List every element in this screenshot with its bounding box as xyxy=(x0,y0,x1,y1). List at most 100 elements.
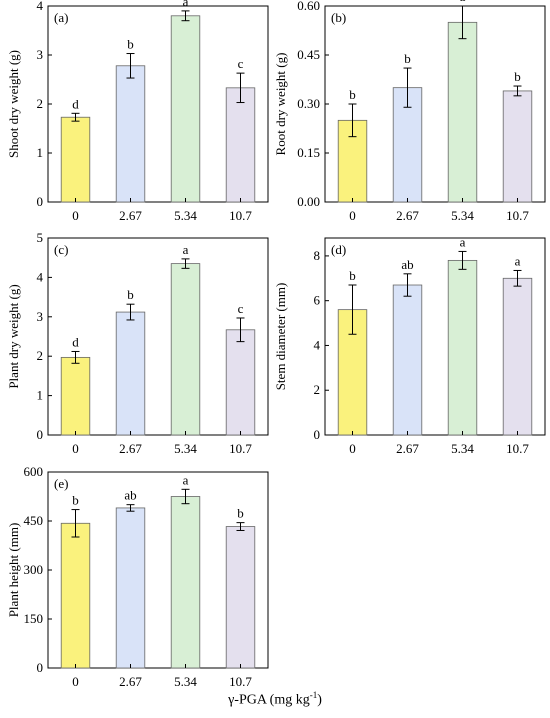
x-tick-label: 5.34 xyxy=(451,441,474,456)
x-tick-label: 5.34 xyxy=(174,208,197,223)
x-tick-label: 10.7 xyxy=(506,441,529,456)
bar xyxy=(447,21,478,203)
significance-letter: b xyxy=(404,51,411,66)
chart-panel-2: 0.00 0.15 0.30 0.45 0.60 Root dry weight (g) (… xyxy=(273,0,546,223)
bar xyxy=(170,15,201,203)
x-axis-label-prefix: γ-PGA (mg kg xyxy=(228,692,310,708)
y-tick-label: 0.60 xyxy=(297,0,320,13)
bar xyxy=(115,507,146,669)
x-tick-label: 10.7 xyxy=(229,208,252,223)
x-tick-label: 10.7 xyxy=(506,208,529,223)
significance-letter: d xyxy=(72,334,79,349)
x-tick-label: 2.67 xyxy=(396,208,419,223)
y-tick-label: 600 xyxy=(24,464,44,479)
x-tick-label: 5.34 xyxy=(451,208,474,223)
significance-letter: a xyxy=(183,472,189,487)
y-axis-label: Shoot dry weight (g) xyxy=(6,50,21,158)
significance-letter: a xyxy=(460,234,466,249)
y-tick-label: 0.00 xyxy=(297,194,320,209)
y-tick-label: 3 xyxy=(37,47,44,62)
y-tick-label: 2 xyxy=(37,348,44,363)
y-tick-label: 300 xyxy=(24,562,44,577)
shared-x-axis-label: γ-PGA (mg kg-1) xyxy=(0,690,550,709)
bar xyxy=(502,90,533,203)
y-tick-label: 1 xyxy=(37,145,44,160)
x-axis-label-superscript: -1 xyxy=(309,690,318,700)
x-axis-label-suffix: ) xyxy=(317,692,322,708)
significance-letter: b xyxy=(127,287,134,302)
y-tick-label: 2 xyxy=(314,382,321,397)
significance-letter: b xyxy=(349,87,356,102)
panel-letter: (b) xyxy=(331,10,346,25)
significance-letter: a xyxy=(183,0,189,9)
y-axis-label: Stem diameter (mm) xyxy=(273,283,288,391)
significance-letter: d xyxy=(72,96,79,111)
x-tick-label: 0 xyxy=(72,441,79,456)
significance-letter: ab xyxy=(401,257,413,272)
bar xyxy=(392,284,423,436)
x-tick-label: 0 xyxy=(349,208,356,223)
y-tick-label: 0.45 xyxy=(297,47,320,62)
panel-letter: (d) xyxy=(331,242,346,257)
x-tick-label: 2.67 xyxy=(119,441,142,456)
x-tick-label: 0 xyxy=(72,674,79,689)
x-tick-label: 2.67 xyxy=(396,441,419,456)
significance-letter: c xyxy=(238,56,244,71)
y-tick-label: 4 xyxy=(37,0,44,13)
bar xyxy=(170,263,201,436)
y-tick-label: 0.15 xyxy=(297,145,320,160)
y-tick-label: 2 xyxy=(37,96,44,111)
significance-letter: b xyxy=(349,268,356,283)
y-tick-label: 0.30 xyxy=(297,96,320,111)
panel-letter: (c) xyxy=(54,242,68,257)
x-tick-label: 5.34 xyxy=(174,441,197,456)
y-axis-label: Root dry weight (g) xyxy=(273,53,288,156)
panel-letter: (e) xyxy=(54,476,68,491)
significance-letter: a xyxy=(183,242,189,257)
significance-letter: b xyxy=(72,493,79,508)
y-tick-label: 1 xyxy=(37,388,44,403)
chart-panel-1: 0 1 2 3 4 Shoot dry weight (g) (a) d 0 b 2.67 a 5.34… xyxy=(6,0,269,223)
bar xyxy=(225,329,256,436)
bar xyxy=(60,116,91,203)
bar xyxy=(60,522,91,669)
chart-panel-3: 0 1 2 3 4 5 Plant dry weight (g) (c) d 0 b 2.67 a 5.3… xyxy=(6,230,269,456)
significance-letter: b xyxy=(237,506,244,521)
y-tick-label: 4 xyxy=(314,337,321,352)
x-tick-label: 5.34 xyxy=(174,674,197,689)
y-tick-label: 5 xyxy=(37,230,44,245)
bar xyxy=(225,87,256,203)
bar xyxy=(115,65,146,203)
bar xyxy=(447,259,478,436)
plot-frame xyxy=(47,237,269,436)
y-tick-label: 0 xyxy=(37,660,44,675)
x-tick-label: 2.67 xyxy=(119,674,142,689)
y-tick-label: 450 xyxy=(24,513,44,528)
bar xyxy=(60,356,91,436)
y-tick-label: 8 xyxy=(314,248,321,263)
chart-panel-4: 0 2 4 6 8 Stem diameter (mm) (d)b 0 ab 2.67 a 5.34 a… xyxy=(273,234,546,456)
y-tick-label: 3 xyxy=(37,309,44,324)
significance-letter: c xyxy=(238,301,244,316)
bar xyxy=(502,277,533,436)
plot-frame xyxy=(324,237,546,436)
significance-letter: a xyxy=(515,253,521,268)
y-tick-label: 150 xyxy=(24,611,44,626)
significance-letter: ab xyxy=(124,488,136,503)
y-tick-label: 0 xyxy=(314,427,321,442)
y-tick-label: 0 xyxy=(37,194,44,209)
panel-letter: (a) xyxy=(54,10,68,25)
bar xyxy=(115,311,146,436)
bar xyxy=(170,496,201,669)
y-tick-label: 6 xyxy=(314,293,321,308)
x-tick-label: 10.7 xyxy=(229,674,252,689)
bar xyxy=(225,526,256,669)
x-tick-label: 2.67 xyxy=(119,208,142,223)
y-axis-label: Plant dry weight (g) xyxy=(6,284,21,388)
significance-letter: b xyxy=(514,69,521,84)
significance-letter: b xyxy=(127,37,134,52)
x-tick-label: 0 xyxy=(72,208,79,223)
x-tick-label: 0 xyxy=(349,441,356,456)
